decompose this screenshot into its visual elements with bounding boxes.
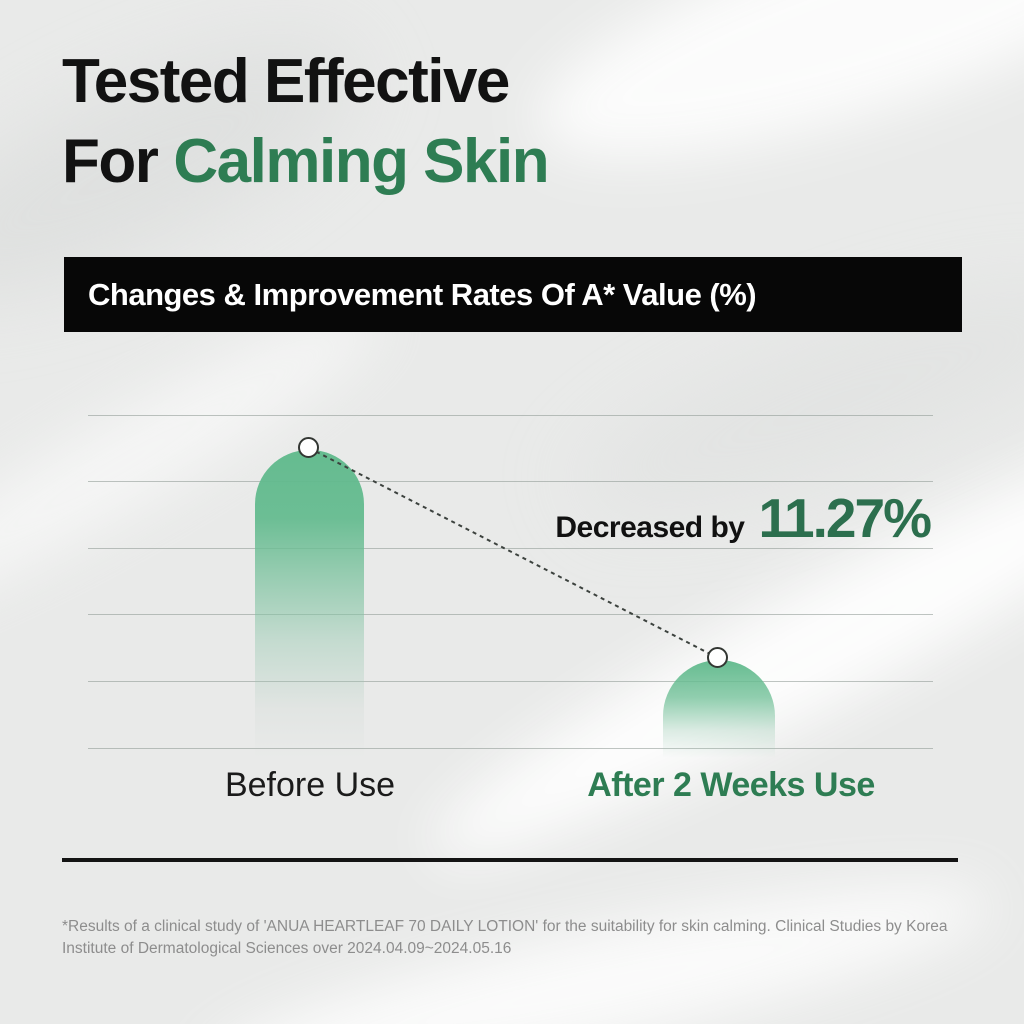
page-title-line1: Tested Effective — [62, 47, 510, 116]
gridline — [88, 681, 933, 682]
chart-title-banner: Changes & Improvement Rates Of A* Value … — [64, 257, 962, 332]
page-title-line2-highlight: Calming Skin — [173, 127, 549, 196]
footnote-text: *Results of a clinical study of 'ANUA HE… — [62, 918, 948, 958]
x-axis-label-before-use: Before Use — [224, 766, 396, 804]
gridline — [88, 415, 933, 416]
gridline — [88, 481, 933, 482]
page-title: Tested Effective For Calming Skin — [62, 42, 550, 202]
divider-line — [62, 858, 958, 862]
page-title-line2: For Calming Skin — [62, 122, 550, 202]
data-point-dot-before — [298, 437, 319, 458]
bar-after-2-weeks — [663, 660, 775, 758]
decrease-annotation: Decreased by 11.27% — [555, 486, 932, 550]
page-title-line2-prefix: For — [62, 127, 159, 196]
bar-before-use — [255, 450, 364, 758]
gridline — [88, 614, 933, 615]
chart-title-text: Changes & Improvement Rates Of A* Value … — [88, 276, 757, 312]
gridline — [88, 748, 933, 749]
decrease-annotation-value: 11.27% — [758, 487, 932, 549]
data-point-dot-after — [707, 647, 728, 668]
x-axis-label-after-2-weeks: After 2 Weeks Use — [587, 766, 875, 804]
decrease-annotation-label: Decreased by — [555, 511, 745, 544]
